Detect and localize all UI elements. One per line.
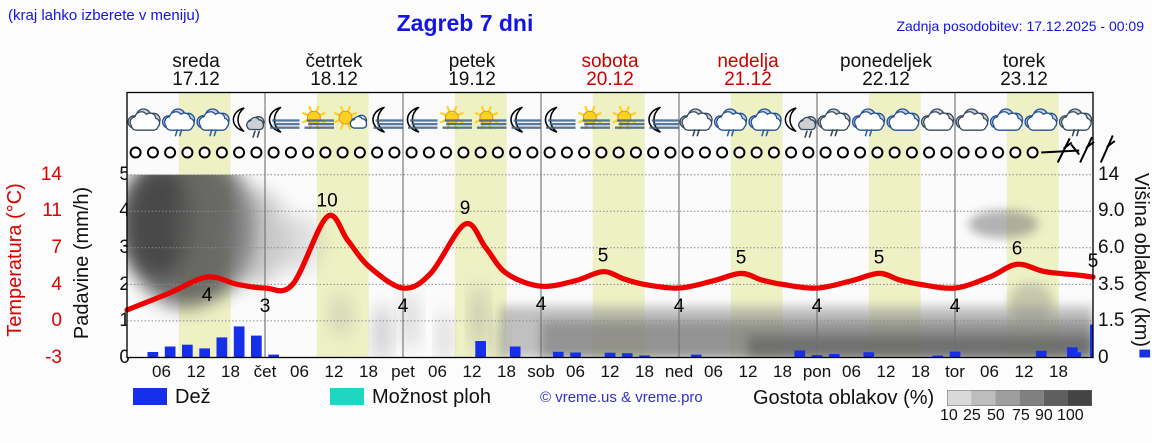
svg-text:4: 4 — [674, 296, 685, 317]
svg-text:4: 4 — [398, 296, 409, 317]
svg-text:4: 4 — [536, 294, 547, 315]
svg-text:4: 4 — [202, 285, 213, 306]
svg-text:3: 3 — [260, 296, 271, 317]
svg-text:5: 5 — [874, 247, 885, 268]
svg-text:5: 5 — [736, 247, 747, 268]
svg-text:4: 4 — [950, 296, 961, 317]
svg-text:5: 5 — [598, 246, 609, 267]
svg-text:10: 10 — [317, 191, 338, 212]
svg-text:9: 9 — [460, 198, 471, 219]
svg-text:4: 4 — [812, 296, 823, 317]
svg-text:6: 6 — [1012, 238, 1023, 259]
